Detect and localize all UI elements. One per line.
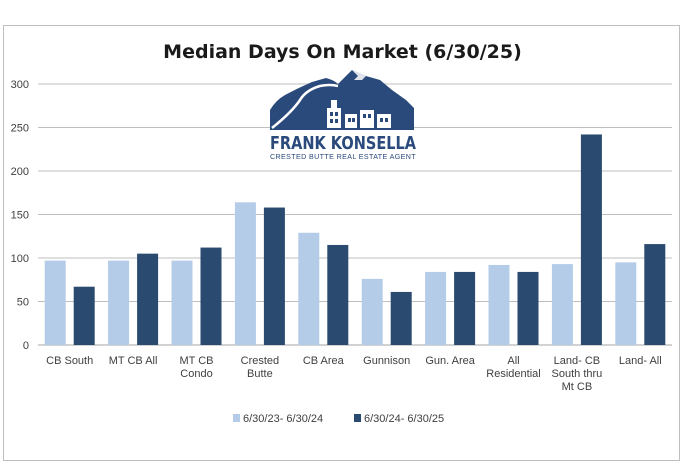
x-category-label: South thru [552,368,603,380]
bar-series-1-0 [44,260,66,345]
bar-series-2-6 [454,271,476,345]
bar-series-2-4 [327,244,349,345]
bar-series-2-9 [644,244,666,345]
x-category-label: MT CB [179,355,213,367]
x-category-label: Gun. Area [425,355,475,367]
logo-mountain-icon [270,70,414,130]
x-category-label: MT CB All [109,355,158,367]
y-tick-label: 0 [23,340,29,352]
bar-series-1-6 [425,271,447,345]
logo-tagline: CRESTED BUTTE REAL ESTATE AGENT [270,152,416,161]
logo-building-windows [330,112,388,123]
y-tick-label: 250 [11,123,29,135]
bar-series-2-7 [517,271,539,345]
x-category-label: Mt CB [562,381,593,393]
logo-road-icon [271,83,339,129]
y-tick-label: 200 [11,166,29,178]
logo-snow-icon [352,70,366,80]
bar-series-1-8 [551,264,573,345]
bar-series-2-2 [200,247,222,345]
x-category-label: Crested [241,355,280,367]
bar-series-1-3 [234,202,256,345]
x-category-label: Butte [247,368,273,380]
x-category-label: All [507,355,519,367]
bar-series-2-1 [137,253,159,345]
bar-series-2-8 [580,134,602,345]
y-axis: 0 50 100 150 200 250 300 [11,79,29,352]
legend-swatch-1 [233,414,240,422]
y-tick-label: 100 [11,253,29,265]
legend-label-1: 6/30/23- 6/30/24 [243,413,323,425]
x-category-label: Land- CB [554,355,600,367]
x-category-label: Condo [180,368,212,380]
x-category-label: Gunnison [363,355,410,367]
legend: 6/30/23- 6/30/24 6/30/24- 6/30/25 [233,413,444,425]
bar-series-2-0 [73,286,95,345]
legend-label-2: 6/30/24- 6/30/25 [364,413,444,425]
bar-series-1-4 [298,232,320,345]
bar-series-1-5 [361,278,383,345]
logo-name: FRANK KONSELLA [270,133,416,154]
x-category-label: Land- All [619,355,662,367]
y-tick-label: 150 [11,210,29,222]
y-tick-label: 300 [11,79,29,91]
legend-swatch-2 [354,414,361,422]
chart-title: Median Days On Market (6/30/25) [163,41,522,63]
bar-series-2-5 [390,291,412,345]
frank-konsella-logo: FRANK KONSELLA CRESTED BUTTE REAL ESTATE… [270,70,416,161]
x-category-label: Residential [486,368,540,380]
bar-series-2-3 [263,207,285,345]
bar-series-1-7 [488,264,510,345]
y-tick-label: 50 [17,297,29,309]
bar-series-1-9 [615,262,637,345]
bars [44,134,666,345]
bar-series-1-2 [171,260,193,345]
bar-series-1-1 [108,260,130,345]
x-category-label: CB South [46,355,93,367]
x-category-label: CB Area [303,355,345,367]
